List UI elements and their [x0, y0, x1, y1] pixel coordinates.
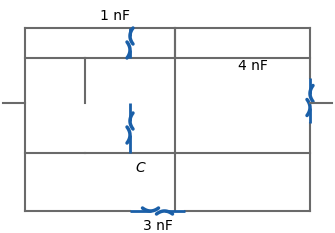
- Text: 1 nF: 1 nF: [100, 9, 130, 23]
- Text: C: C: [135, 161, 145, 175]
- Text: 4 nF: 4 nF: [238, 59, 268, 73]
- Text: 3 nF: 3 nF: [143, 219, 173, 233]
